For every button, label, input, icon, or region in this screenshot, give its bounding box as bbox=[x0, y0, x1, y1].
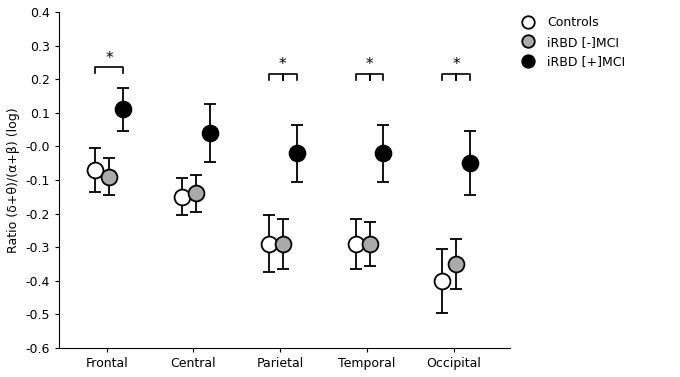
Point bbox=[451, 261, 462, 267]
Point bbox=[263, 241, 274, 247]
Legend: Controls, iRBD [-]MCI, iRBD [+]MCI: Controls, iRBD [-]MCI, iRBD [+]MCI bbox=[511, 11, 630, 73]
Point bbox=[177, 194, 188, 200]
Text: *: * bbox=[366, 57, 373, 72]
Text: *: * bbox=[452, 57, 460, 72]
Point bbox=[277, 241, 288, 247]
Point bbox=[378, 150, 389, 156]
Text: *: * bbox=[105, 51, 113, 66]
Point bbox=[350, 241, 361, 247]
Point bbox=[104, 174, 115, 180]
Point bbox=[205, 130, 216, 136]
Point bbox=[90, 167, 101, 173]
Text: *: * bbox=[279, 57, 286, 72]
Point bbox=[118, 106, 129, 112]
Point bbox=[291, 150, 302, 156]
Point bbox=[437, 278, 448, 284]
Point bbox=[464, 160, 475, 166]
Point bbox=[364, 241, 375, 247]
Point bbox=[190, 190, 201, 196]
Y-axis label: Ratio (δ+θ)/(α+β) (log): Ratio (δ+θ)/(α+β) (log) bbox=[7, 107, 20, 253]
